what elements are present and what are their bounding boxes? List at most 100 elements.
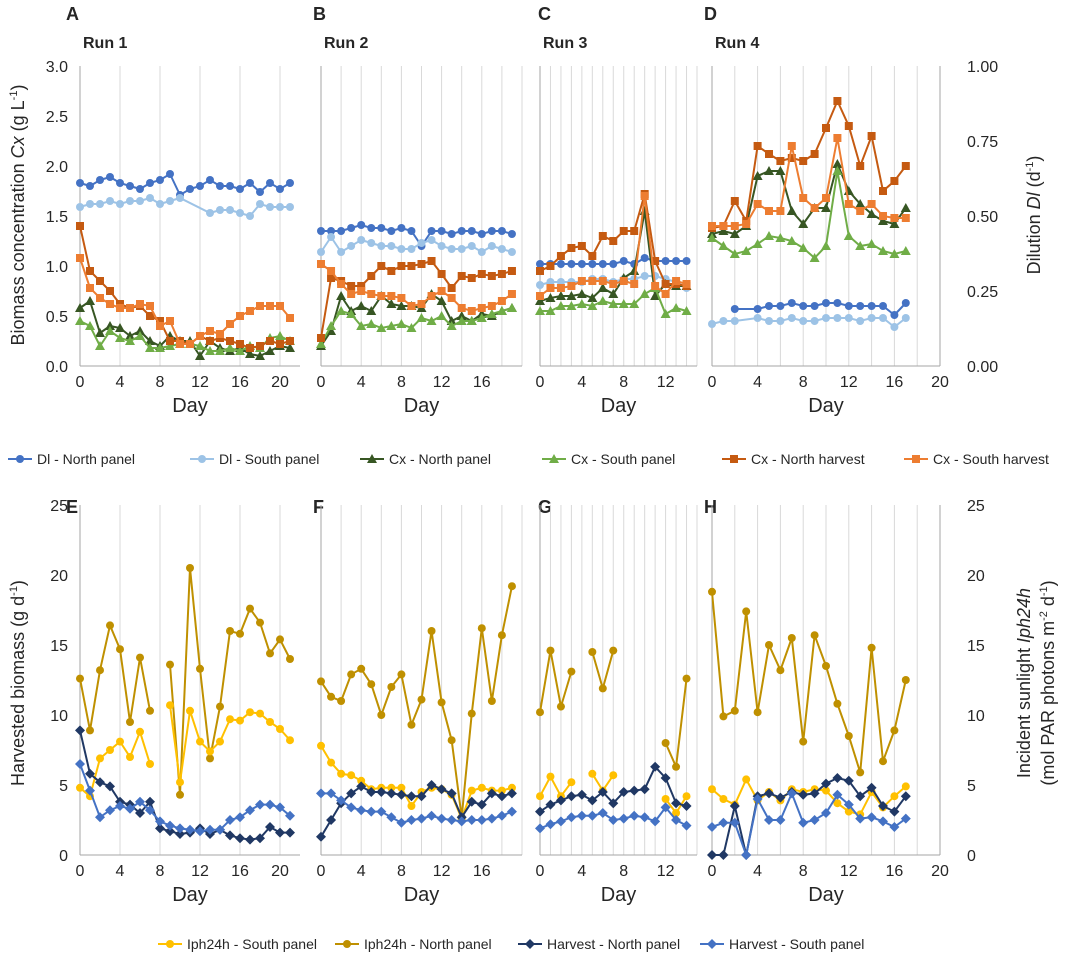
data-point	[95, 328, 105, 337]
data-point	[437, 242, 446, 250]
data-point	[246, 179, 254, 187]
y-tick-label: 20	[50, 568, 68, 585]
data-point	[742, 607, 751, 616]
data-point	[587, 293, 598, 302]
x-tick-label: 0	[708, 374, 717, 391]
data-point	[546, 284, 555, 292]
chart-panel-c: 0 4 8 12 Day Run 3	[535, 35, 698, 417]
chart-panel-b: 0 4 8 12 16 Day Run 2	[316, 35, 523, 417]
y-tick-label: 0.0	[46, 359, 68, 376]
data-point	[386, 812, 397, 823]
series-iph-north	[317, 582, 516, 822]
legend-item: Harvest - South panel	[700, 936, 864, 952]
data-point	[327, 233, 336, 241]
data-point	[226, 715, 234, 724]
series-dl-north	[730, 299, 910, 319]
legend-marker	[343, 940, 351, 948]
data-point	[776, 666, 785, 675]
data-point	[609, 280, 618, 288]
series-line	[79, 257, 291, 345]
data-point	[246, 708, 254, 717]
data-point	[798, 817, 809, 828]
data-point	[708, 320, 716, 328]
data-point	[327, 692, 336, 701]
data-point	[317, 741, 325, 750]
data-point	[195, 351, 205, 360]
x-axis-title: Day	[404, 395, 440, 417]
data-point	[226, 627, 234, 635]
y-tick-label: 0	[59, 848, 68, 865]
data-point	[507, 267, 516, 275]
data-point	[476, 313, 487, 322]
data-point	[719, 712, 728, 721]
data-point	[629, 785, 640, 796]
data-point	[276, 302, 284, 310]
legend-item: Cx - South harvest	[904, 451, 1049, 467]
legend-label: Dl - South panel	[219, 451, 319, 467]
legend-item: Iph24h - North panel	[335, 936, 492, 952]
data-point	[326, 815, 337, 825]
data-point	[856, 768, 865, 777]
legend-label: Cx - South harvest	[933, 451, 1049, 467]
series-cx-south-harvest	[76, 254, 294, 348]
data-point	[457, 272, 466, 280]
data-point	[466, 815, 477, 825]
x-tick-label: 20	[271, 374, 289, 391]
data-point	[900, 246, 911, 255]
data-point	[822, 662, 830, 670]
x-tick-label: 16	[886, 863, 904, 880]
data-point	[878, 216, 888, 225]
data-point	[650, 816, 661, 827]
data-point	[764, 815, 774, 825]
data-point	[506, 303, 517, 312]
data-point	[86, 200, 94, 208]
data-point	[619, 257, 628, 265]
data-point	[618, 299, 629, 308]
data-point	[598, 277, 607, 285]
data-point	[833, 799, 842, 808]
data-point	[729, 801, 740, 811]
data-point	[397, 670, 406, 679]
x-tick-label: 4	[753, 863, 762, 880]
data-point	[618, 813, 629, 824]
data-point	[286, 179, 294, 187]
data-point	[427, 227, 436, 235]
data-point	[729, 817, 740, 828]
data-point	[337, 697, 346, 705]
data-point	[317, 677, 325, 686]
x-tick-label: 4	[753, 374, 762, 391]
data-point	[764, 231, 774, 240]
data-point	[890, 177, 899, 185]
data-point	[317, 248, 325, 256]
data-point	[787, 142, 796, 150]
series-cx-north-harvest	[317, 257, 516, 342]
legend-marker	[549, 454, 559, 463]
data-point	[843, 799, 854, 810]
data-point	[407, 720, 416, 729]
data-point	[347, 290, 356, 298]
legend-marker	[730, 455, 738, 463]
data-point	[901, 676, 910, 684]
data-point	[682, 257, 691, 265]
data-point	[618, 787, 629, 797]
data-point	[671, 815, 682, 825]
data-point	[205, 824, 215, 835]
data-point	[775, 166, 786, 175]
data-point	[275, 827, 285, 838]
data-point	[867, 314, 876, 322]
series-line	[79, 172, 291, 197]
data-point	[427, 236, 436, 244]
data-point	[426, 810, 437, 821]
data-point	[901, 214, 910, 222]
data-point	[719, 795, 728, 803]
data-point	[357, 236, 366, 244]
data-point	[76, 254, 84, 262]
data-point	[146, 179, 154, 187]
data-point	[236, 629, 244, 638]
data-point	[753, 305, 762, 313]
data-point	[900, 791, 911, 802]
data-point	[456, 316, 467, 325]
data-point	[447, 245, 456, 253]
data-point	[135, 331, 145, 340]
